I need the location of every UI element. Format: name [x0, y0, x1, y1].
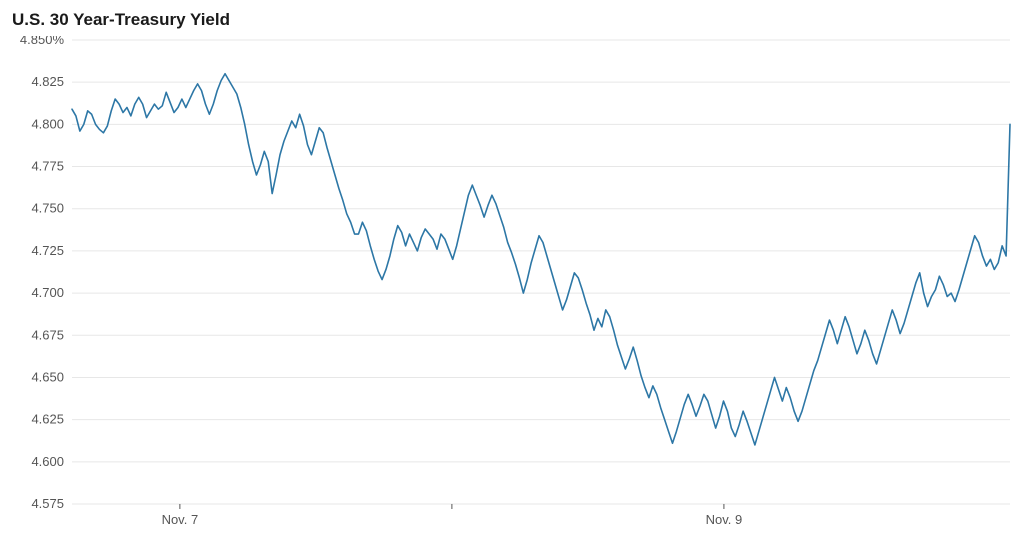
y-axis-label: 4.825: [31, 74, 64, 89]
y-axis-label: 4.725: [31, 243, 64, 258]
chart-container: U.S. 30 Year-Treasury Yield 4.5754.6004.…: [0, 0, 1024, 547]
chart-svg: 4.575 4.600 4.625 4.650 4.675 4.700 4.725 4.750…: [12, 36, 1012, 536]
y-axis-label: 4.650: [31, 369, 64, 384]
y-axis-label: 4.750: [31, 201, 64, 216]
y-axis-label: 4.800: [31, 116, 64, 131]
y-axis-label: 4.575: [31, 496, 64, 511]
y-axis-label: 4.775: [31, 159, 64, 174]
y-axis-label: 4.675: [31, 327, 64, 342]
chart-plot-area: 4.575 4.600 4.625 4.650 4.675 4.700 4.725 4.750…: [12, 36, 1012, 536]
y-axis-label: 4.850%: [20, 36, 65, 47]
y-axis-label: 4.625: [31, 412, 64, 427]
y-axis-label: 4.700: [31, 285, 64, 300]
x-axis-label: Nov. 9: [706, 512, 743, 527]
chart-title: U.S. 30 Year-Treasury Yield: [12, 10, 230, 30]
yield-series-line: [72, 74, 1010, 445]
x-axis-label: Nov. 7: [162, 512, 199, 527]
y-axis-label: 4.600: [31, 454, 64, 469]
